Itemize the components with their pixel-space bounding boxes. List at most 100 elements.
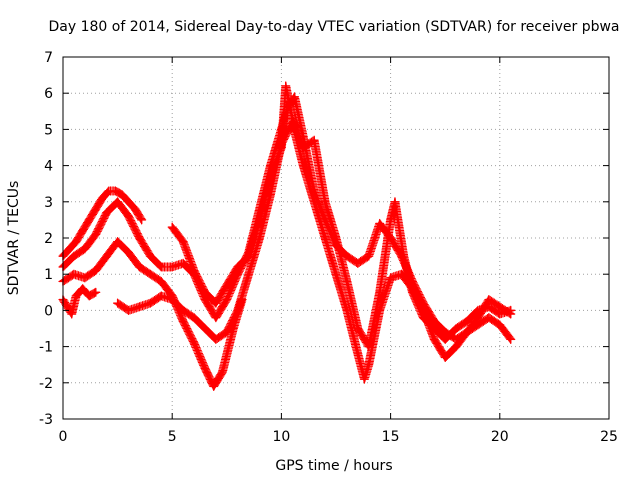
data-point — [179, 237, 188, 246]
data-point — [299, 161, 308, 170]
data-point — [495, 320, 504, 329]
y-tick-label-5: 2 — [44, 231, 53, 247]
y-tick-labels: -3 -2 -1 0 1 2 3 4 5 6 7 — [39, 50, 53, 428]
data-point — [419, 313, 428, 322]
y-tick-label-4: 1 — [44, 267, 53, 283]
data-point — [157, 262, 166, 271]
data-point — [124, 306, 133, 315]
data-point — [310, 197, 319, 206]
data-point — [281, 81, 290, 90]
data-point — [98, 194, 107, 203]
series-pass-5 — [58, 284, 101, 319]
data-point — [484, 302, 493, 311]
chart-title: Day 180 of 2014, Sidereal Day-to-day VTE… — [48, 19, 619, 35]
data-point — [200, 324, 209, 333]
data-point — [222, 328, 231, 337]
data-point — [463, 328, 472, 337]
data-point — [168, 262, 177, 271]
data-point — [390, 197, 399, 206]
data-point — [473, 306, 482, 315]
data-point — [102, 252, 111, 261]
data-point — [113, 299, 122, 308]
data-point — [67, 310, 76, 319]
data-point — [484, 313, 493, 322]
data-point — [332, 234, 340, 242]
data-point — [179, 317, 188, 326]
data-point — [364, 342, 373, 351]
data-point — [190, 338, 199, 347]
data-point — [375, 219, 384, 228]
series-pass-6 — [167, 81, 516, 352]
data-point — [222, 281, 231, 290]
y-tick-label-9: 6 — [44, 86, 53, 102]
data-point — [321, 197, 330, 206]
data-point — [211, 299, 220, 308]
data-point — [157, 277, 166, 286]
data-point — [353, 349, 362, 358]
data-point — [168, 223, 177, 232]
data-point — [146, 299, 155, 308]
axis-ticks — [62, 56, 610, 420]
data-point — [69, 252, 78, 261]
data-point — [124, 197, 133, 206]
data-point — [124, 248, 133, 257]
data-point — [495, 310, 504, 319]
y-tick-label-0: -3 — [39, 412, 53, 428]
data-point — [78, 284, 87, 293]
data-point — [266, 172, 275, 181]
data-point — [233, 306, 242, 315]
data-point — [332, 270, 340, 279]
y-tick-label-2: -1 — [39, 340, 53, 356]
data-point — [85, 215, 94, 224]
data-point — [364, 252, 373, 261]
data-point — [200, 364, 209, 373]
data-point — [321, 234, 330, 242]
data-point — [441, 353, 450, 362]
x-tick-labels: 0 5 10 15 20 25 — [59, 429, 618, 445]
x-tick-label-2: 10 — [272, 429, 290, 445]
x-tick-label-4: 20 — [491, 429, 509, 445]
y-tick-label-6: 3 — [44, 195, 53, 211]
data-point — [288, 114, 297, 123]
data-point — [386, 215, 395, 224]
data-point — [137, 215, 146, 224]
data-point — [463, 317, 472, 326]
data-point — [179, 259, 188, 268]
data-point — [78, 226, 87, 235]
data-point — [135, 234, 144, 242]
data-point — [441, 335, 450, 344]
data-point — [190, 266, 199, 275]
data-point — [72, 237, 81, 246]
data-point — [102, 208, 111, 217]
data-point — [506, 306, 515, 315]
data-point — [117, 190, 126, 199]
data-point — [399, 252, 408, 261]
data-point — [222, 295, 231, 304]
data-point — [200, 288, 209, 297]
data-point — [135, 302, 144, 311]
y-tick-label-10: 7 — [44, 50, 53, 66]
y-tick-label-1: -2 — [39, 376, 53, 392]
data-point — [91, 288, 100, 297]
data-point — [85, 291, 94, 300]
x-tick-label-0: 0 — [59, 429, 68, 445]
data-point — [91, 230, 100, 239]
data-point — [113, 237, 122, 246]
data-point — [255, 215, 264, 224]
series-pass-1 — [58, 186, 147, 261]
data-point — [209, 382, 218, 391]
data-point — [168, 295, 177, 304]
data-point — [473, 320, 482, 329]
data-point — [397, 270, 406, 279]
data-point — [299, 143, 308, 152]
data-point — [364, 360, 373, 369]
data-point — [360, 375, 369, 384]
data-point — [408, 288, 417, 297]
data-point — [233, 262, 242, 271]
data-point — [310, 136, 319, 145]
data-point — [111, 186, 120, 195]
data-point — [80, 273, 89, 282]
data-point — [430, 335, 439, 344]
data-point — [179, 306, 188, 315]
